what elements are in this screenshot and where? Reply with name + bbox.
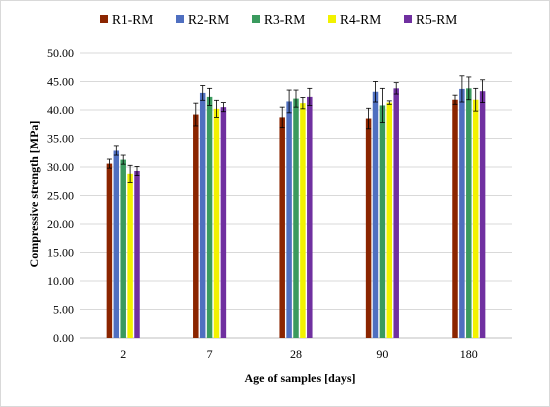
y-tick-label: 50.00 (47, 46, 74, 60)
bar-R5-RM-90 (393, 88, 399, 338)
bar-R4-RM-90 (386, 102, 393, 338)
bar-R5-RM-180 (479, 91, 486, 338)
y-tick-label: 40.00 (47, 103, 74, 117)
bar-R4-RM-2 (127, 173, 133, 338)
y-tick-label: 35.00 (47, 132, 74, 146)
x-axis-title: Age of samples [days] (245, 371, 356, 385)
bar-R3-RM-2 (120, 159, 126, 338)
y-tick-label: 20.00 (47, 217, 74, 231)
bar-R4-RM-7 (213, 108, 220, 338)
bar-R4-RM-28 (300, 103, 306, 338)
bar-R3-RM-7 (206, 96, 213, 338)
bar-R5-RM-28 (307, 96, 313, 338)
bar-R3-RM-180 (466, 88, 472, 338)
legend-label-R5-RM: R5-RM (416, 12, 457, 27)
bar-R2-RM-28 (286, 101, 292, 338)
bar-R3-RM-28 (293, 98, 299, 338)
bar-R1-RM-90 (365, 118, 372, 338)
bar-R2-RM-7 (199, 92, 206, 339)
legend-swatch-R5-RM (404, 15, 412, 23)
x-tick-label: 7 (207, 347, 213, 361)
bar-R1-RM-2 (106, 163, 113, 338)
legend-label-R3-RM: R3-RM (264, 12, 305, 27)
bar-R2-RM-2 (113, 150, 120, 338)
y-axis-ticks: 0.00 5.00 10.00 15.00 20.00 25.00 30.00 35.00 40… (47, 46, 74, 345)
y-tick-label: 25.00 (47, 189, 74, 203)
bar-R5-RM-7 (220, 107, 227, 339)
y-axis-title: Compressive strength [MPa] (27, 121, 41, 268)
y-tick-label: 15.00 (47, 246, 74, 260)
x-axis-ticks: 2 7 28 90 180 (120, 347, 478, 361)
legend-swatch-R3-RM (252, 15, 260, 23)
y-tick-label: 45.00 (47, 75, 74, 89)
legend-swatch-R4-RM (328, 15, 336, 23)
legend-swatch-R1-RM (100, 15, 108, 23)
bar-R3-RM-90 (379, 105, 386, 338)
x-tick-label: 2 (120, 347, 126, 361)
bars (106, 88, 486, 339)
x-tick-label: 90 (376, 347, 388, 361)
y-tick-label: 5.00 (53, 303, 74, 317)
bar-R2-RM-180 (459, 88, 465, 338)
legend-swatch-R2-RM (176, 15, 184, 23)
legend-label-R4-RM: R4-RM (340, 12, 381, 27)
bar-R5-RM-2 (134, 170, 140, 338)
legend-label-R1-RM: R1-RM (112, 12, 153, 27)
bar-R1-RM-180 (452, 99, 458, 339)
x-tick-label: 28 (290, 347, 302, 361)
legend-label-R2-RM: R2-RM (188, 12, 229, 27)
y-tick-label: 0.00 (53, 331, 74, 345)
bar-R1-RM-7 (193, 114, 199, 338)
y-tick-label: 30.00 (47, 160, 74, 174)
legend: R1-RM R2-RM R3-RM R4-RM R5-RM (100, 12, 457, 27)
y-tick-label: 10.00 (47, 274, 74, 288)
bar-R1-RM-28 (279, 117, 285, 338)
bar-R4-RM-180 (472, 99, 479, 339)
error-bars (106, 75, 486, 183)
bar-R2-RM-90 (372, 91, 379, 338)
x-tick-label: 180 (460, 347, 478, 361)
